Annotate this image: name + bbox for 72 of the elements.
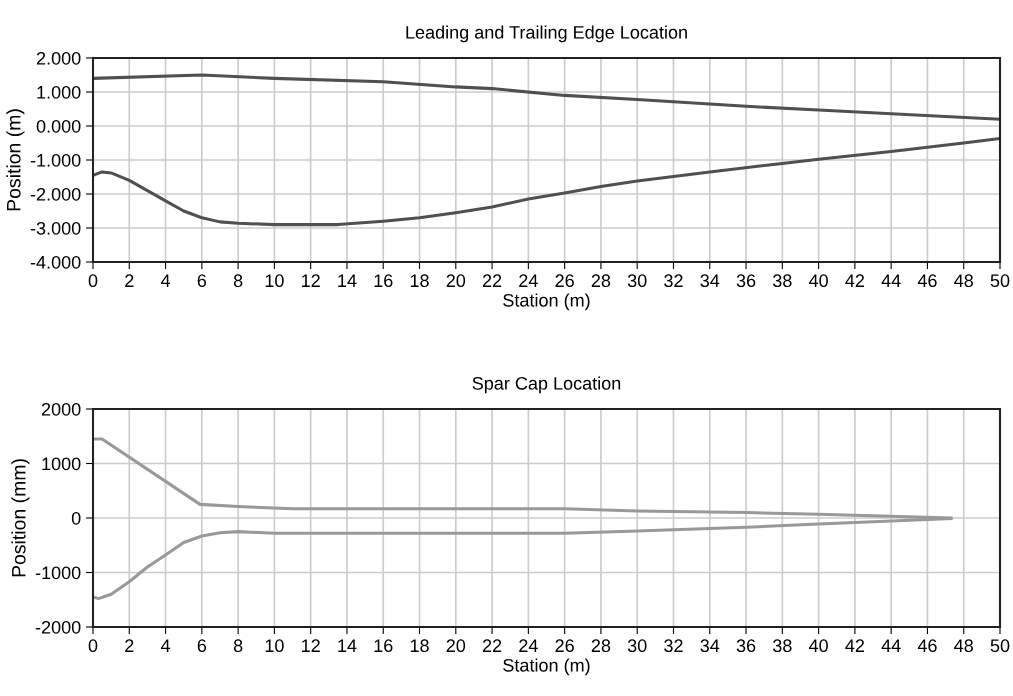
x-tick-label: 20 — [446, 639, 466, 653]
x-tick-label: 50 — [990, 274, 1010, 288]
line-series — [93, 137, 1000, 227]
x-tick-label: 50 — [990, 639, 1010, 653]
x-tick-label: 24 — [519, 274, 538, 287]
x-axis-title: Station (m) — [503, 658, 590, 676]
x-tick-label: 24 — [519, 639, 538, 652]
y-tick-label: -3.000 — [30, 221, 81, 235]
x-tick-label: 2 — [125, 274, 134, 287]
x-tick-label: 34 — [700, 639, 720, 653]
x-tick-label: 18 — [410, 274, 429, 288]
chart-title: Leading and Trailing Edge Location — [406, 25, 687, 43]
line-series — [93, 73, 1000, 121]
y-tick-label: 2.000 — [36, 51, 81, 65]
x-tick-label: 44 — [881, 274, 901, 287]
x-tick-label: 14 — [338, 639, 357, 652]
x-tick-label: 4 — [160, 639, 171, 652]
x-tick-label: 40 — [808, 639, 828, 653]
x-tick-label: 22 — [482, 639, 502, 652]
x-tick-label: 30 — [627, 274, 647, 288]
x-tick-label: 18 — [410, 639, 429, 653]
x-tick-label: 4 — [160, 274, 171, 287]
y-tick-label: -1.000 — [30, 153, 81, 167]
y-tick-label: 0 — [71, 511, 81, 525]
x-tick-label: 40 — [808, 274, 828, 288]
x-tick-label: 46 — [917, 639, 937, 653]
x-tick-label: 16 — [374, 639, 393, 653]
x-tick-label: 36 — [736, 639, 756, 653]
x-tick-label: 42 — [845, 274, 865, 287]
x-tick-label: 38 — [772, 639, 792, 653]
x-tick-label: 26 — [555, 639, 574, 653]
x-tick-label: 10 — [265, 639, 284, 653]
x-tick-label: 0 — [88, 639, 98, 653]
y-tick-label: -2000 — [35, 620, 81, 634]
x-tick-label: 48 — [954, 274, 973, 288]
x-tick-label: 36 — [736, 274, 756, 288]
x-tick-label: 22 — [482, 274, 502, 287]
y-tick-label: -4.000 — [30, 255, 81, 269]
x-tick-label: 38 — [772, 274, 792, 288]
x-tick-label: 20 — [446, 274, 466, 288]
x-tick-label: 6 — [197, 274, 207, 288]
y-tick-label: -2.000 — [30, 187, 81, 201]
x-tick-label: 48 — [954, 639, 973, 653]
x-tick-label: 2 — [125, 639, 134, 652]
x-tick-label: 26 — [555, 274, 574, 288]
x-tick-label: 44 — [881, 639, 901, 652]
y-tick-label: 2000 — [41, 402, 81, 416]
x-tick-label: 12 — [302, 274, 320, 287]
x-tick-label: 8 — [233, 639, 243, 653]
x-tick-label: 46 — [917, 274, 937, 288]
x-axis-title: Station (m) — [503, 293, 590, 311]
x-tick-label: 6 — [197, 639, 207, 653]
x-tick-label: 16 — [374, 274, 393, 288]
y-tick-label: 0.000 — [36, 119, 81, 133]
x-tick-label: 12 — [302, 639, 320, 652]
x-tick-label: 32 — [664, 639, 683, 653]
x-tick-label: 10 — [265, 274, 284, 288]
x-tick-label: 32 — [664, 274, 683, 288]
y-axis-title: Position (m) — [6, 109, 25, 211]
x-tick-label: 30 — [627, 639, 647, 653]
y-axis-title: Position (mm) — [11, 459, 30, 577]
x-tick-label: 14 — [338, 274, 357, 287]
y-tick-label: -1000 — [35, 566, 81, 580]
y-tick-label: 1.000 — [37, 85, 81, 99]
x-tick-label: 28 — [591, 639, 611, 653]
x-tick-label: 8 — [233, 274, 243, 288]
y-tick-label: 1000 — [42, 457, 81, 471]
x-tick-label: 34 — [700, 274, 720, 288]
chart-title: Spar Cap Location — [472, 376, 621, 394]
x-tick-label: 28 — [591, 274, 611, 288]
x-tick-label: 42 — [845, 639, 865, 652]
x-tick-label: 0 — [88, 274, 98, 288]
